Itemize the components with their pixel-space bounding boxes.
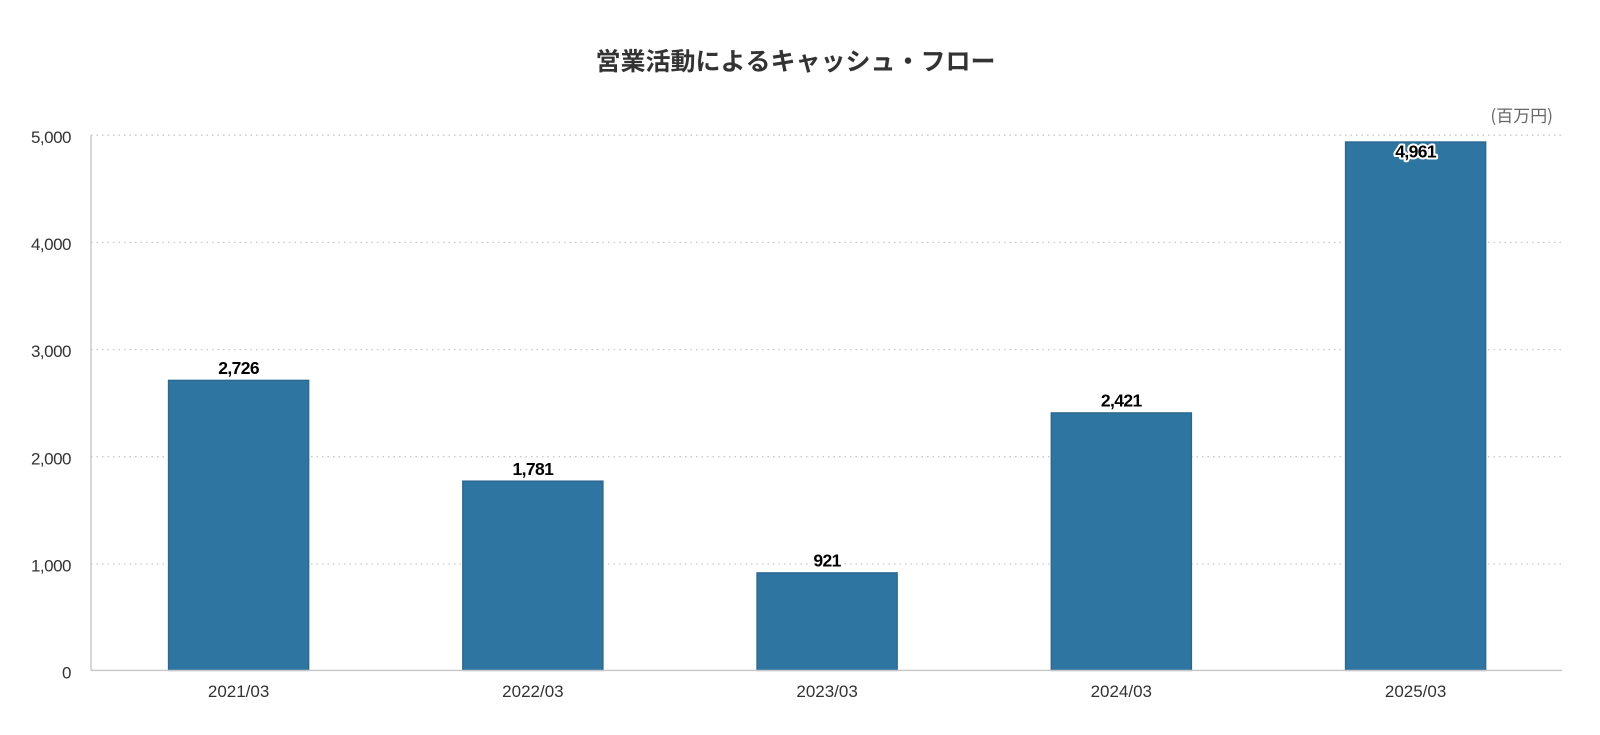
svg-text:5,000: 5,000 xyxy=(31,128,71,147)
svg-text:2022/03: 2022/03 xyxy=(502,682,563,701)
svg-text:2,421: 2,421 xyxy=(1101,391,1143,411)
svg-text:2023/03: 2023/03 xyxy=(796,682,857,701)
svg-text:2021/03: 2021/03 xyxy=(208,682,269,701)
svg-text:3,000: 3,000 xyxy=(31,342,71,361)
svg-text:2025/03: 2025/03 xyxy=(1385,682,1446,701)
svg-text:2,000: 2,000 xyxy=(31,449,71,468)
svg-text:2024/03: 2024/03 xyxy=(1091,682,1152,701)
svg-text:0: 0 xyxy=(62,664,71,683)
svg-text:2,726: 2,726 xyxy=(218,358,260,378)
svg-text:4,961: 4,961 xyxy=(1395,142,1437,162)
svg-text:1,000: 1,000 xyxy=(31,557,71,576)
svg-text:4,000: 4,000 xyxy=(31,235,71,254)
svg-text:921: 921 xyxy=(813,551,841,571)
svg-text:1,781: 1,781 xyxy=(513,459,555,479)
